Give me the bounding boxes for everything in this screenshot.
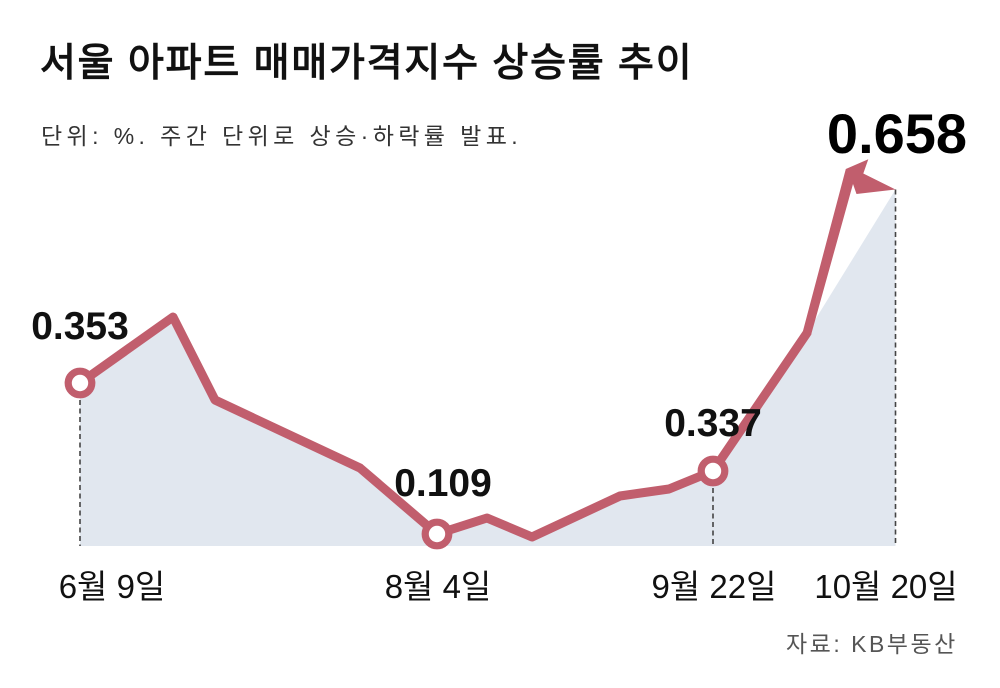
svg-text:8월 4일: 8월 4일 [385,568,492,605]
svg-text:6월 9일: 6월 9일 [59,568,166,605]
svg-text:0.353: 0.353 [31,305,129,348]
svg-text:0.658: 0.658 [827,102,967,165]
svg-text:0.337: 0.337 [664,402,762,445]
svg-text:9월 22일: 9월 22일 [652,568,777,605]
svg-text:10월 20일: 10월 20일 [814,568,957,605]
svg-text:0.109: 0.109 [394,462,492,505]
